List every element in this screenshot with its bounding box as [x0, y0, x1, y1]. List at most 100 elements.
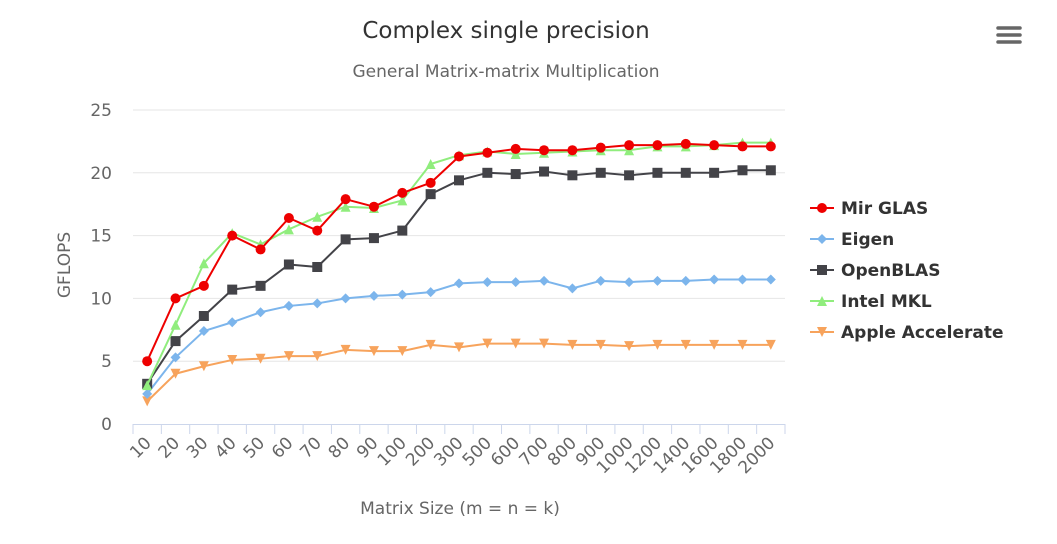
data-point-eigen[interactable]: Eigen 60: 9.4 [283, 300, 294, 311]
hamburger-menu-icon[interactable] [994, 20, 1024, 50]
legend-item-intel-mkl[interactable]: Intel MKL [810, 292, 932, 312]
data-point-apple-accelerate[interactable]: Apple Accelerate 80: 5.9 [340, 344, 351, 355]
data-point-mir-glas[interactable]: Mir GLAS 100: 18.4 [397, 187, 408, 198]
data-point-intel-mkl[interactable]: Intel MKL 30: 12.8 [198, 258, 209, 269]
data-point-mir-glas[interactable]: Mir GLAS 300: 21.3 [454, 151, 464, 162]
data-point-openblas[interactable]: OpenBLAS 1400: 20 [680, 167, 691, 178]
data-point-eigen[interactable]: Eigen 70: 9.6 [312, 298, 323, 309]
data-point-openblas[interactable]: OpenBLAS 900: 20 [595, 167, 606, 178]
data-point-apple-accelerate[interactable]: Apple Accelerate 700: 6.4 [539, 338, 550, 349]
data-point-mir-glas[interactable]: Mir GLAS 20: 10 [170, 293, 181, 304]
data-point-apple-accelerate[interactable]: Apple Accelerate 1200: 6.3 [652, 339, 663, 350]
data-point-mir-glas[interactable]: Mir GLAS 40: 15 [227, 230, 238, 241]
data-point-mir-glas[interactable]: Mir GLAS 600: 21.9 [510, 143, 521, 154]
data-point-openblas[interactable]: OpenBLAS 2000: 20.2 [765, 165, 776, 176]
data-point-eigen[interactable]: Eigen 600: 11.3 [510, 277, 521, 288]
data-point-apple-accelerate[interactable]: Apple Accelerate 500: 6.4 [482, 338, 493, 349]
data-point-apple-accelerate[interactable]: Apple Accelerate 20: 4 [170, 368, 181, 379]
data-point-mir-glas[interactable]: Mir GLAS 1400: 22.3 [680, 138, 691, 149]
data-point-mir-glas[interactable]: Mir GLAS 700: 21.8 [539, 145, 550, 156]
data-point-openblas[interactable]: OpenBLAS 800: 19.8 [567, 170, 578, 181]
data-point-mir-glas[interactable]: Mir GLAS 800: 21.8 [567, 145, 578, 156]
data-point-intel-mkl[interactable]: Intel MKL 1000: 21.8 [624, 145, 635, 156]
data-point-apple-accelerate[interactable]: Apple Accelerate 70: 5.4 [312, 351, 323, 362]
data-point-openblas[interactable]: OpenBLAS 200: 18.3 [425, 189, 436, 200]
data-point-openblas[interactable]: OpenBLAS 70: 12.5 [312, 262, 323, 272]
data-point-eigen[interactable]: Eigen 200: 10.5 [425, 287, 436, 298]
data-point-apple-accelerate[interactable]: Apple Accelerate 300: 6.1 [454, 342, 464, 353]
data-point-eigen[interactable]: Eigen 1200: 11.4 [652, 275, 663, 286]
data-point-mir-glas[interactable]: Mir GLAS 1000: 22.2 [624, 140, 635, 151]
data-point-openblas[interactable]: OpenBLAS 60: 12.7 [283, 259, 294, 270]
legend-item-mir-glas[interactable]: Mir GLAS [810, 199, 928, 219]
data-point-eigen[interactable]: Eigen 300: 11.2 [454, 278, 464, 289]
data-point-eigen[interactable]: Eigen 900: 11.4 [595, 275, 606, 286]
data-point-apple-accelerate[interactable]: Apple Accelerate 1800: 6.3 [737, 339, 748, 350]
data-point-intel-mkl[interactable]: Intel MKL 60: 15.5 [283, 224, 294, 235]
data-point-mir-glas[interactable]: Mir GLAS 70: 15.4 [312, 225, 323, 236]
data-point-intel-mkl[interactable]: Intel MKL 600: 21.5 [510, 148, 521, 159]
data-point-apple-accelerate[interactable]: Apple Accelerate 900: 6.3 [595, 339, 606, 350]
data-point-openblas[interactable]: OpenBLAS 30: 8.6 [198, 310, 209, 321]
data-point-apple-accelerate[interactable]: Apple Accelerate 1600: 6.3 [709, 339, 720, 350]
legend-item-openblas[interactable]: OpenBLAS [810, 261, 940, 281]
data-point-eigen[interactable]: Eigen 1800: 11.5 [737, 274, 748, 285]
data-point-apple-accelerate[interactable]: Apple Accelerate 600: 6.4 [510, 338, 521, 349]
data-point-apple-accelerate[interactable]: Apple Accelerate 90: 5.8 [368, 346, 379, 357]
data-point-eigen[interactable]: Eigen 1000: 11.3 [624, 277, 635, 288]
data-point-intel-mkl[interactable]: Intel MKL 100: 17.8 [397, 195, 408, 206]
legend-item-eigen[interactable]: Eigen [810, 230, 894, 250]
data-point-intel-mkl[interactable]: Intel MKL 20: 7.9 [170, 319, 181, 330]
data-point-apple-accelerate[interactable]: Apple Accelerate 1400: 6.3 [680, 339, 691, 350]
data-point-mir-glas[interactable]: Mir GLAS 500: 21.6 [482, 147, 493, 158]
data-point-openblas[interactable]: OpenBLAS 100: 15.4 [397, 225, 408, 236]
data-point-openblas[interactable]: OpenBLAS 20: 6.6 [170, 336, 181, 347]
legend-item-apple-accelerate[interactable]: Apple Accelerate [810, 323, 1003, 343]
data-point-mir-glas[interactable]: Mir GLAS 60: 16.4 [283, 213, 294, 224]
data-point-eigen[interactable]: Eigen 700: 11.4 [539, 275, 550, 286]
legend-symbol[interactable] [817, 234, 827, 244]
data-point-openblas[interactable]: OpenBLAS 1800: 20.2 [737, 165, 748, 176]
data-point-apple-accelerate[interactable]: Apple Accelerate 200: 6.3 [425, 339, 436, 350]
data-point-eigen[interactable]: Eigen 50: 8.9 [255, 307, 266, 318]
legend-symbol[interactable] [817, 327, 827, 337]
data-point-eigen[interactable]: Eigen 90: 10.2 [368, 290, 379, 301]
data-point-apple-accelerate[interactable]: Apple Accelerate 30: 4.6 [198, 361, 209, 372]
data-point-eigen[interactable]: Eigen 1400: 11.4 [680, 275, 691, 286]
data-point-openblas[interactable]: OpenBLAS 1000: 19.8 [624, 170, 635, 181]
data-point-eigen[interactable]: Eigen 800: 10.8 [567, 283, 578, 294]
data-point-apple-accelerate[interactable]: Apple Accelerate 1000: 6.2 [624, 341, 635, 352]
data-point-openblas[interactable]: OpenBLAS 700: 20.1 [539, 166, 550, 177]
legend-symbol[interactable] [817, 265, 827, 275]
data-point-intel-mkl[interactable]: Intel MKL 200: 20.7 [425, 159, 436, 170]
data-point-openblas[interactable]: OpenBLAS 300: 19.4 [454, 175, 464, 186]
data-point-mir-glas[interactable]: Mir GLAS 1800: 22.1 [737, 141, 748, 152]
data-point-openblas[interactable]: OpenBLAS 80: 14.7 [340, 234, 351, 245]
data-point-mir-glas[interactable]: Mir GLAS 50: 13.9 [255, 244, 266, 255]
data-point-eigen[interactable]: Eigen 10: 2.4 [142, 388, 153, 399]
data-point-apple-accelerate[interactable]: Apple Accelerate 50: 5.2 [255, 353, 266, 364]
data-point-mir-glas[interactable]: Mir GLAS 900: 22 [595, 142, 606, 153]
legend-symbol[interactable] [817, 203, 827, 213]
data-point-mir-glas[interactable]: Mir GLAS 2000: 22.1 [765, 141, 776, 152]
data-point-eigen[interactable]: Eigen 20: 5.3 [170, 352, 181, 363]
data-point-eigen[interactable]: Eigen 100: 10.3 [397, 289, 408, 300]
legend-symbol[interactable] [817, 296, 827, 306]
data-point-mir-glas[interactable]: Mir GLAS 1200: 22.2 [652, 140, 663, 151]
data-point-openblas[interactable]: OpenBLAS 500: 20 [482, 167, 493, 178]
data-point-mir-glas[interactable]: Mir GLAS 90: 17.3 [368, 201, 379, 212]
data-point-mir-glas[interactable]: Mir GLAS 30: 11 [198, 280, 209, 291]
data-point-eigen[interactable]: Eigen 2000: 11.5 [765, 274, 776, 285]
data-point-apple-accelerate[interactable]: Apple Accelerate 10: 1.8 [142, 396, 153, 407]
data-point-apple-accelerate[interactable]: Apple Accelerate 60: 5.4 [283, 351, 294, 362]
data-point-openblas[interactable]: OpenBLAS 40: 10.7 [227, 284, 238, 295]
data-point-intel-mkl[interactable]: Intel MKL 10: 3.1 [142, 380, 153, 391]
data-point-eigen[interactable]: Eigen 30: 7.4 [198, 326, 209, 337]
data-point-openblas[interactable]: OpenBLAS 600: 19.9 [510, 169, 521, 180]
data-point-apple-accelerate[interactable]: Apple Accelerate 100: 5.8 [397, 346, 408, 357]
data-point-intel-mkl[interactable]: Intel MKL 70: 16.5 [312, 211, 323, 222]
data-point-eigen[interactable]: Eigen 40: 8.1 [227, 317, 238, 328]
data-point-eigen[interactable]: Eigen 500: 11.3 [482, 277, 493, 288]
data-point-eigen[interactable]: Eigen 1600: 11.5 [709, 274, 720, 285]
data-point-openblas[interactable]: OpenBLAS 1200: 20 [652, 167, 663, 178]
